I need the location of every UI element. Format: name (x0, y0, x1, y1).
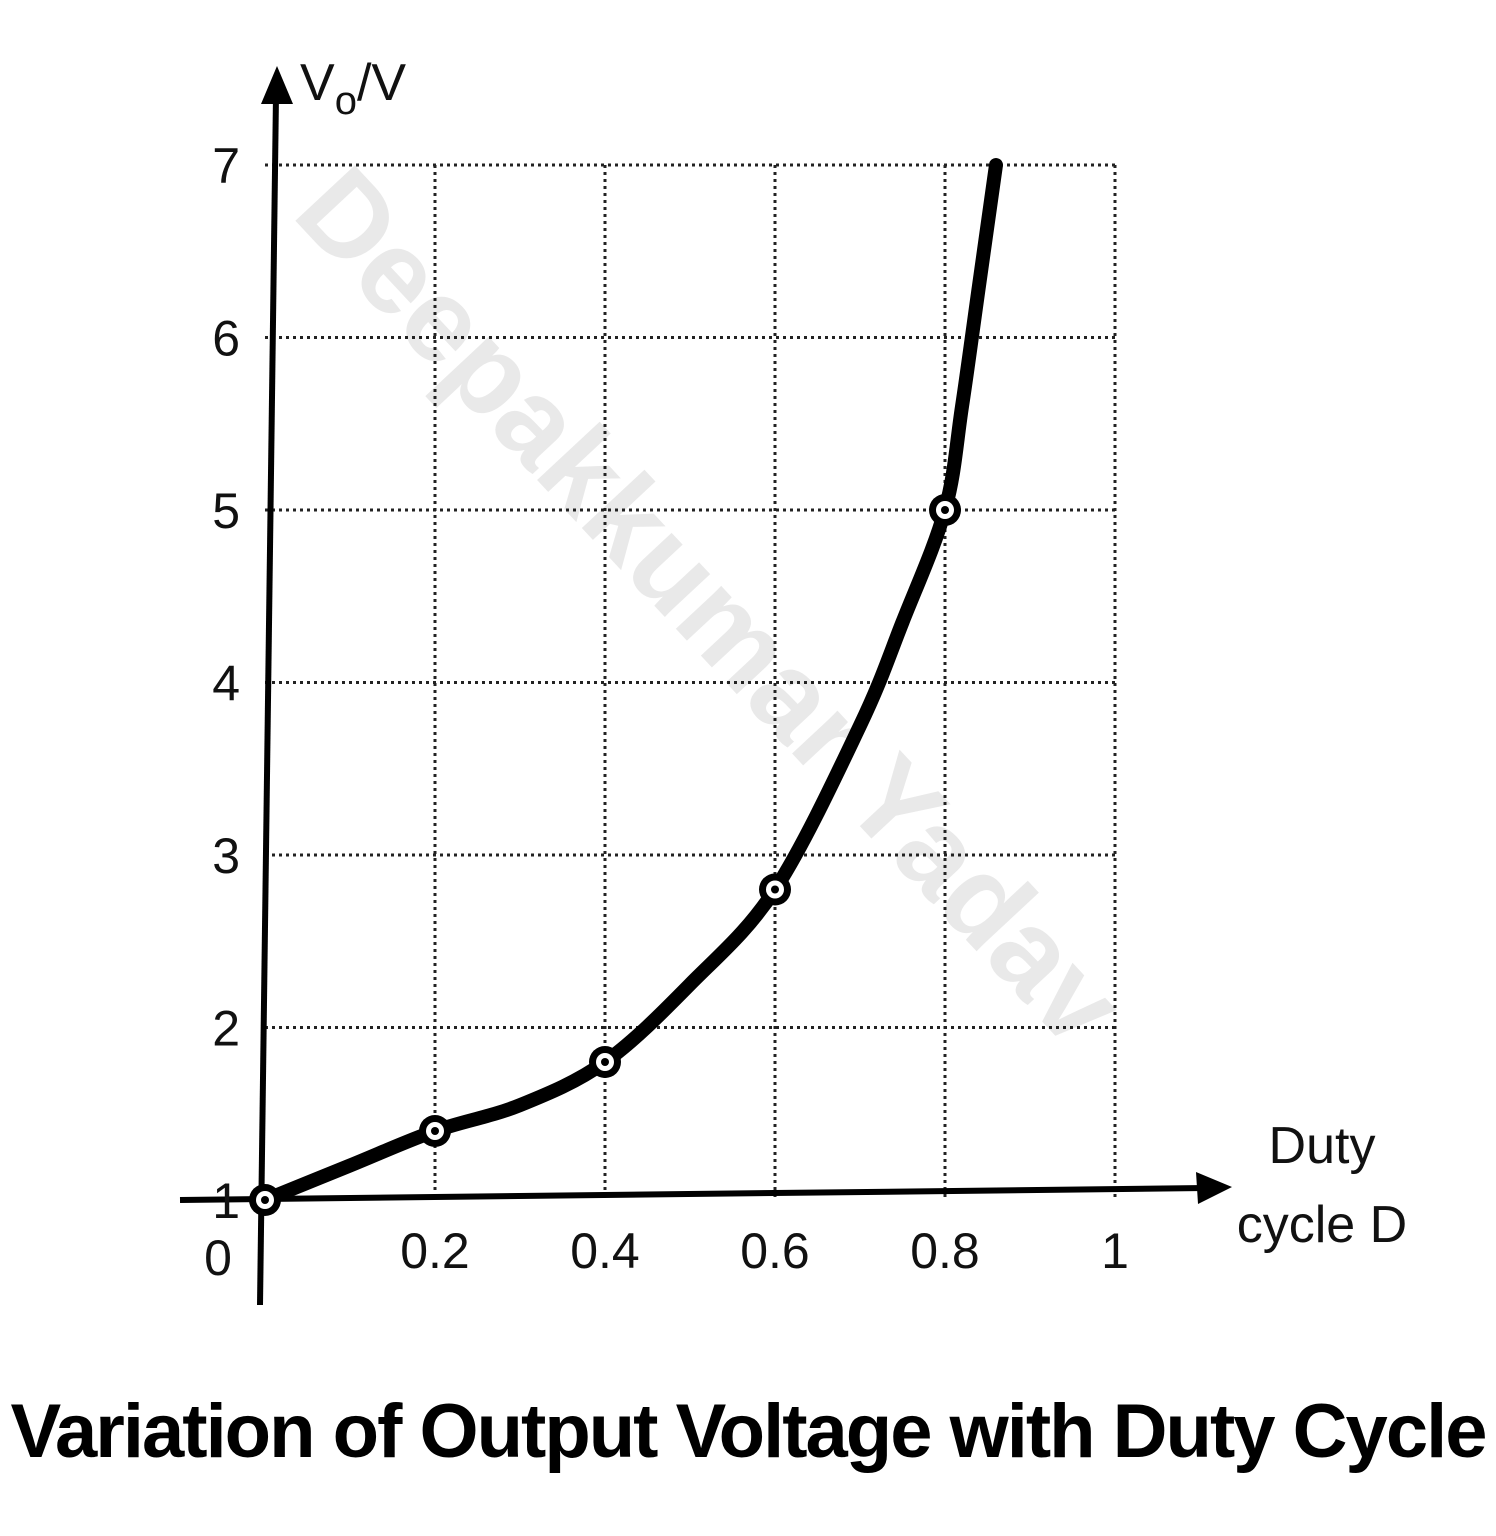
y-axis-arrowhead (261, 66, 293, 104)
y-axis-label-main: V (300, 54, 335, 112)
watermark: Deepakkumar Yadav (271, 143, 1149, 1071)
y-tick-label: 4 (212, 656, 240, 712)
x-tick-label: 0.2 (400, 1223, 470, 1279)
x-tick-label: 1 (1101, 1223, 1129, 1279)
y-tick-label: 3 (212, 828, 240, 884)
data-point-center (431, 1127, 439, 1135)
y-axis-label: Vo/V (300, 54, 406, 123)
y-axis-label-unit: /V (357, 54, 406, 112)
data-point-center (771, 885, 779, 894)
x-tick-label: 0.4 (570, 1223, 640, 1279)
data-point-center (261, 1196, 269, 1204)
y-tick-label: 7 (212, 138, 240, 194)
grid (265, 163, 1117, 1200)
x-axis-arrowhead (1196, 1172, 1232, 1204)
y-tick-label: 5 (212, 483, 240, 539)
origin-label: 0 (204, 1230, 232, 1286)
x-axis-label-line2: cycle D (1237, 1196, 1407, 1254)
data-points (249, 494, 961, 1216)
caption: Variation of Output Voltage with Duty Cy… (10, 1389, 1488, 1474)
y-tick-labels: 1 2 3 4 5 6 7 (212, 138, 240, 1229)
x-tick-label: 0.8 (910, 1223, 980, 1279)
data-point-center (941, 506, 949, 514)
y-axis-line (257, 94, 279, 1306)
data-point-center (601, 1058, 609, 1066)
y-tick-label: 1 (212, 1173, 240, 1229)
y-axis-label-sub: o (335, 79, 357, 123)
y-tick-label: 6 (212, 311, 240, 367)
axes (179, 66, 1232, 1306)
x-tick-label: 0.6 (740, 1223, 810, 1279)
x-axis-label-line1: Duty (1269, 1117, 1376, 1175)
x-axis-line (179, 1185, 1206, 1203)
chart: Deepakkumar Yadav 0.2 0.4 0.6 0.8 1 1234567 … (179, 54, 1407, 1306)
x-tick-labels: 0.2 0.4 0.6 0.8 1 (400, 1223, 1129, 1279)
y-tick-label: 2 (212, 1001, 240, 1057)
